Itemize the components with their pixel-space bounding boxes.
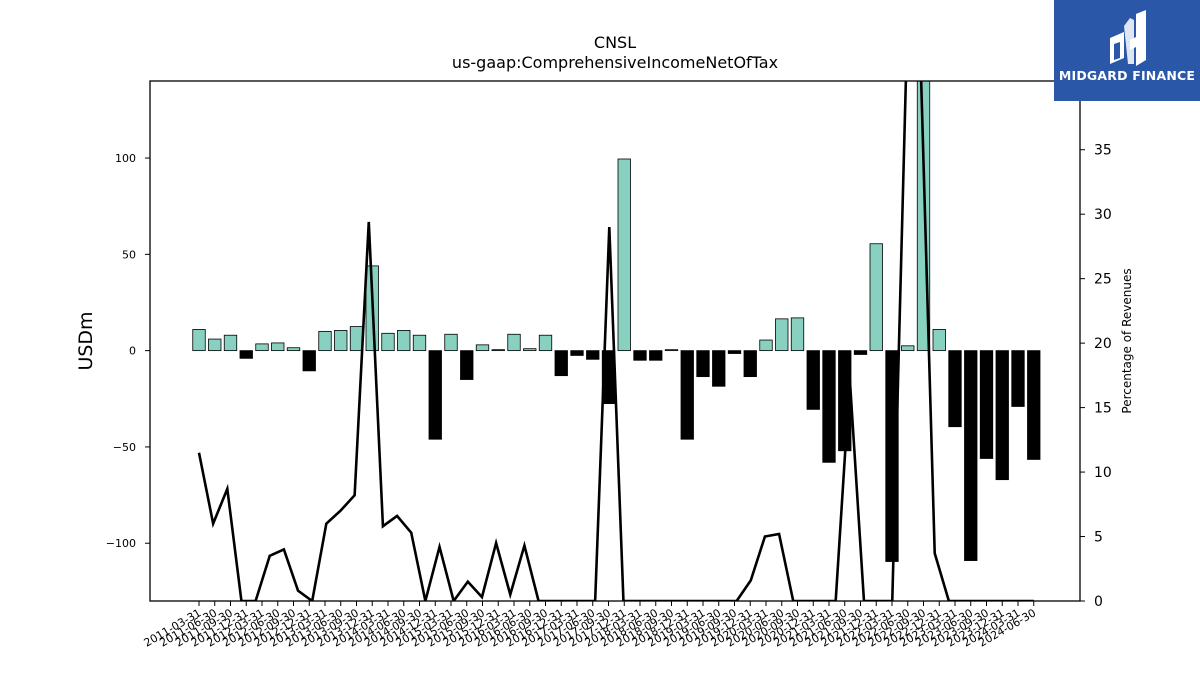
bar xyxy=(523,348,537,352)
bar xyxy=(208,338,222,352)
bar xyxy=(806,350,820,410)
y-tick-label: 100 xyxy=(115,152,136,165)
y2-tick-label: 20 xyxy=(1094,336,1112,352)
bar xyxy=(271,342,285,352)
y2-tick-label: 0 xyxy=(1094,594,1103,610)
bar xyxy=(853,350,868,355)
plot-frame xyxy=(149,80,1081,602)
bar xyxy=(381,332,395,352)
bar xyxy=(491,349,505,352)
bar xyxy=(538,334,553,352)
bar xyxy=(318,330,332,352)
bar xyxy=(680,350,694,440)
bar xyxy=(412,334,427,352)
bar xyxy=(223,334,238,352)
y2-tick-label: 25 xyxy=(1094,272,1112,288)
bar xyxy=(948,350,962,428)
y2-tick-label: 10 xyxy=(1094,465,1112,481)
y2-axis-label: Percentage of Revenues xyxy=(1120,268,1134,413)
bar xyxy=(192,329,206,352)
midgard-finance-logo: MIDGARD FINANCE xyxy=(1054,0,1200,101)
axes-layer: −100−5005010005101520253035402011-03-312… xyxy=(106,78,1112,649)
y-tick-label: 0 xyxy=(129,345,136,358)
bar xyxy=(255,343,269,352)
y-axis-label: USDm xyxy=(75,311,97,370)
bar xyxy=(1011,350,1025,407)
bar xyxy=(428,350,442,440)
logo-mark-icon xyxy=(1110,10,1146,66)
y-tick-label: −50 xyxy=(113,441,136,454)
bar xyxy=(712,350,726,387)
chart-subtitle: us-gaap:ComprehensiveIncomeNetOfTax xyxy=(452,53,778,72)
bar xyxy=(727,350,742,354)
bar xyxy=(460,350,474,380)
bar xyxy=(397,330,411,352)
bars-layer xyxy=(192,81,1041,562)
bar xyxy=(664,349,679,352)
bar xyxy=(649,350,663,361)
bar xyxy=(979,350,994,459)
logo-text: MIDGARD FINANCE xyxy=(1058,68,1196,83)
line-layer xyxy=(197,81,1034,601)
y-tick-label: −100 xyxy=(106,537,136,550)
bar xyxy=(932,329,946,352)
bar xyxy=(349,326,364,352)
bar xyxy=(696,350,710,378)
bar xyxy=(617,158,631,352)
pct-revenues-line xyxy=(197,81,1034,601)
bar xyxy=(995,350,1009,481)
bar xyxy=(444,333,458,352)
bar xyxy=(570,350,584,356)
bar xyxy=(1027,350,1041,460)
bar xyxy=(743,350,757,378)
bar xyxy=(964,350,978,561)
bar xyxy=(633,350,647,361)
bar xyxy=(775,318,789,352)
bar xyxy=(759,339,773,352)
bar xyxy=(239,350,253,359)
y2-tick-label: 30 xyxy=(1094,207,1112,223)
bar xyxy=(302,350,316,372)
bar xyxy=(334,330,348,352)
y2-tick-label: 5 xyxy=(1094,530,1103,546)
y2-tick-label: 35 xyxy=(1094,143,1112,159)
chart-title: CNSL xyxy=(594,33,636,52)
bar xyxy=(901,345,915,352)
bar xyxy=(286,347,301,352)
bar xyxy=(586,350,600,360)
bar xyxy=(507,333,521,352)
bar xyxy=(790,317,805,352)
y-tick-label: 50 xyxy=(122,248,136,261)
bar xyxy=(475,344,490,352)
bar xyxy=(554,350,568,377)
y2-tick-label: 15 xyxy=(1094,401,1112,417)
bar xyxy=(869,243,883,352)
bar xyxy=(822,350,836,463)
